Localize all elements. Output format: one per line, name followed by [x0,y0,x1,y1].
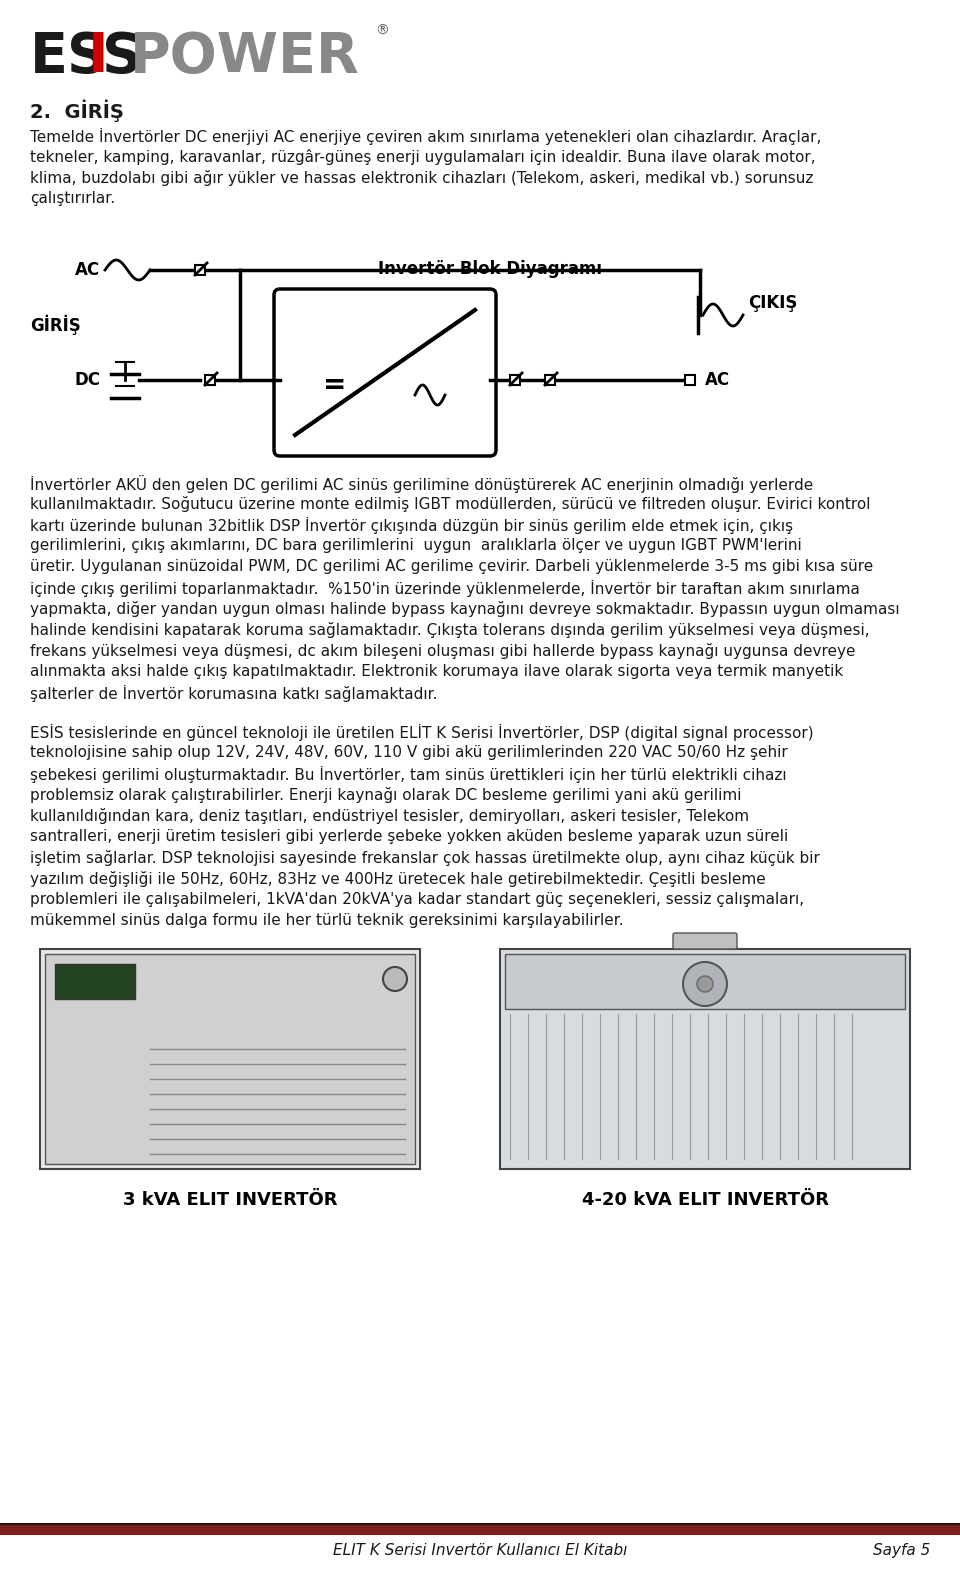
Text: ES: ES [30,30,108,84]
Text: =: = [324,372,347,399]
Bar [55,963,135,998]
Text: DC: DC [75,372,101,389]
Text: problemsiz olarak çalıştırabilirler. Enerji kaynağı olarak DC besleme gerilimi y: problemsiz olarak çalıştırabilirler. Ene… [30,786,741,804]
Text: halinde kendisini kapatarak koruma sağlamaktadır. Çıkışta tolerans dışında geril: halinde kendisini kapatarak koruma sağla… [30,622,870,638]
Text: problemleri ile çalışabilmeleri, 1kVA'dan 20kVA'ya kadar standart güç seçenekler: problemleri ile çalışabilmeleri, 1kVA'da… [30,892,804,906]
Text: AC: AC [75,261,100,278]
Text: POWER: POWER [130,30,360,84]
Text: GİRİŞ: GİRİŞ [30,315,81,335]
FancyBboxPatch shape [274,290,496,456]
Bar [505,954,905,1009]
Bar [0,1525,960,1535]
Text: I: I [88,30,108,84]
Text: klima, buzdolabı gibi ağır yükler ve hassas elektronik cihazları (Telekom, asker: klima, buzdolabı gibi ağır yükler ve has… [30,169,813,187]
Text: ESİS tesislerinde en güncel teknoloji ile üretilen ELİT K Serisi İnvertörler, DS: ESİS tesislerinde en güncel teknoloji il… [30,725,814,740]
Bar [545,375,555,384]
Text: kullanıldığından kara, deniz taşıtları, endüstriyel tesisler, demiryolları, aske: kullanıldığından kara, deniz taşıtları, … [30,808,749,824]
Text: yapmakta, diğer yandan uygun olması halinde bypass kaynağını devreye sokmaktadır: yapmakta, diğer yandan uygun olması hali… [30,601,900,617]
Text: üretir. Uygulanan sinüzoidal PWM, DC gerilimi AC gerilime çevirir. Darbeli yükle: üretir. Uygulanan sinüzoidal PWM, DC ger… [30,558,874,574]
Circle shape [683,962,727,1006]
Text: şalterler de İnvertör korumasına katkı sağlamaktadır.: şalterler de İnvertör korumasına katkı s… [30,685,438,702]
Text: AC: AC [705,372,731,389]
Text: ®: ® [375,24,389,38]
Text: işletim sağlarlar. DSP teknolojisi sayesinde frekanslar çok hassas üretilmekte o: işletim sağlarlar. DSP teknolojisi sayes… [30,850,820,865]
Text: Temelde İnvertörler DC enerjiyi AC enerjiye çeviren akım sınırlama yetenekleri o: Temelde İnvertörler DC enerjiyi AC enerj… [30,128,822,146]
Circle shape [697,976,713,992]
Text: yazılım değişliği ile 50Hz, 60Hz, 83Hz ve 400Hz üretecek hale getirebilmektedir.: yazılım değişliği ile 50Hz, 60Hz, 83Hz v… [30,872,766,888]
Bar [685,375,695,384]
Text: tekneler, kamping, karavanlar, rüzgâr-güneş enerji uygulamaları için idealdir. B: tekneler, kamping, karavanlar, rüzgâr-gü… [30,149,816,165]
Text: Invertör Blok Diyagramı: Invertör Blok Diyagramı [378,259,602,278]
Text: kullanılmaktadır. Soğutucu üzerine monte edilmiş IGBT modüllerden, sürücü ve fil: kullanılmaktadır. Soğutucu üzerine monte… [30,497,871,513]
Text: Sayfa 5: Sayfa 5 [873,1542,930,1558]
Text: ELIT K Serisi Invertör Kullanıcı El Kitabı: ELIT K Serisi Invertör Kullanıcı El Kita… [333,1542,627,1558]
Text: şebekesi gerilimi oluşturmaktadır. Bu İnvertörler, tam sinüs ürettikleri için he: şebekesi gerilimi oluşturmaktadır. Bu İn… [30,766,786,783]
Text: ÇIKIŞ: ÇIKIŞ [748,294,798,312]
Bar [500,949,910,1169]
Text: teknolojisine sahip olup 12V, 24V, 48V, 60V, 110 V gibi akü gerilimlerinden 220 : teknolojisine sahip olup 12V, 24V, 48V, … [30,745,788,759]
Text: 2.  GİRİŞ: 2. GİRİŞ [30,100,124,122]
Text: S: S [102,30,142,84]
Bar [45,954,415,1164]
Text: frekans yükselmesi veya düşmesi, dc akım bileşeni oluşması gibi hallerde bypass : frekans yükselmesi veya düşmesi, dc akım… [30,642,855,660]
Bar [40,949,420,1169]
Bar [205,375,215,384]
Bar [510,375,520,384]
Text: kartı üzerinde bulunan 32bitlik DSP İnvertör çıkışında düzgün bir sinüs gerilim : kartı üzerinde bulunan 32bitlik DSP İnve… [30,517,793,535]
Text: mükemmel sinüs dalga formu ile her türlü teknik gereksinimi karşılayabilirler.: mükemmel sinüs dalga formu ile her türlü… [30,913,624,929]
FancyBboxPatch shape [673,933,737,949]
Text: 3 kVA ELIT INVERTÖR: 3 kVA ELIT INVERTÖR [123,1191,337,1209]
Text: İnvertörler AKÜ den gelen DC gerilimi AC sinüs gerilimine dönüştürerek AC enerji: İnvertörler AKÜ den gelen DC gerilimi AC… [30,475,813,494]
Text: gerilimlerini, çıkış akımlarını, DC bara gerilimlerini  uygun  aralıklarla ölçer: gerilimlerini, çıkış akımlarını, DC bara… [30,538,802,554]
Text: çalıştırırlar.: çalıştırırlar. [30,191,115,206]
Text: içinde çıkış gerilimi toparlanmaktadır.  %150'in üzerinde yüklenmelerde, İnvertö: içinde çıkış gerilimi toparlanmaktadır. … [30,581,860,596]
Bar [195,266,205,275]
Text: alınmakta aksi halde çıkış kapatılmaktadır. Elektronik korumaya ilave olarak sig: alınmakta aksi halde çıkış kapatılmaktad… [30,664,843,679]
Circle shape [383,967,407,990]
Text: 4-20 kVA ELIT INVERTÖR: 4-20 kVA ELIT INVERTÖR [582,1191,828,1209]
Text: santralleri, enerji üretim tesisleri gibi yerlerde şebeke yokken aküden besleme : santralleri, enerji üretim tesisleri gib… [30,829,788,845]
